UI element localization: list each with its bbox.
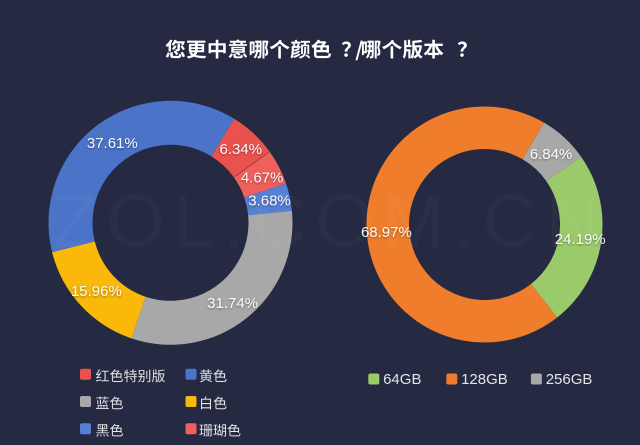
svg-text:6.34%: 6.34%: [220, 141, 263, 158]
svg-text:31.74%: 31.74%: [207, 295, 258, 312]
svg-text:6.84%: 6.84%: [530, 146, 573, 163]
svg-text:256GB: 256GB: [546, 371, 593, 388]
svg-text:4.67%: 4.67%: [241, 170, 284, 187]
svg-text:3.68%: 3.68%: [248, 193, 291, 210]
svg-text:64GB: 64GB: [383, 371, 421, 388]
svg-text:24.19%: 24.19%: [555, 231, 606, 248]
svg-text:37.61%: 37.61%: [87, 135, 138, 152]
svg-text:15.96%: 15.96%: [71, 283, 122, 300]
svg-text:128GB: 128GB: [461, 371, 508, 388]
svg-text:68.97%: 68.97%: [361, 224, 412, 241]
svg-text:ZOL.COM.CN: ZOL.COM.CN: [52, 179, 608, 263]
